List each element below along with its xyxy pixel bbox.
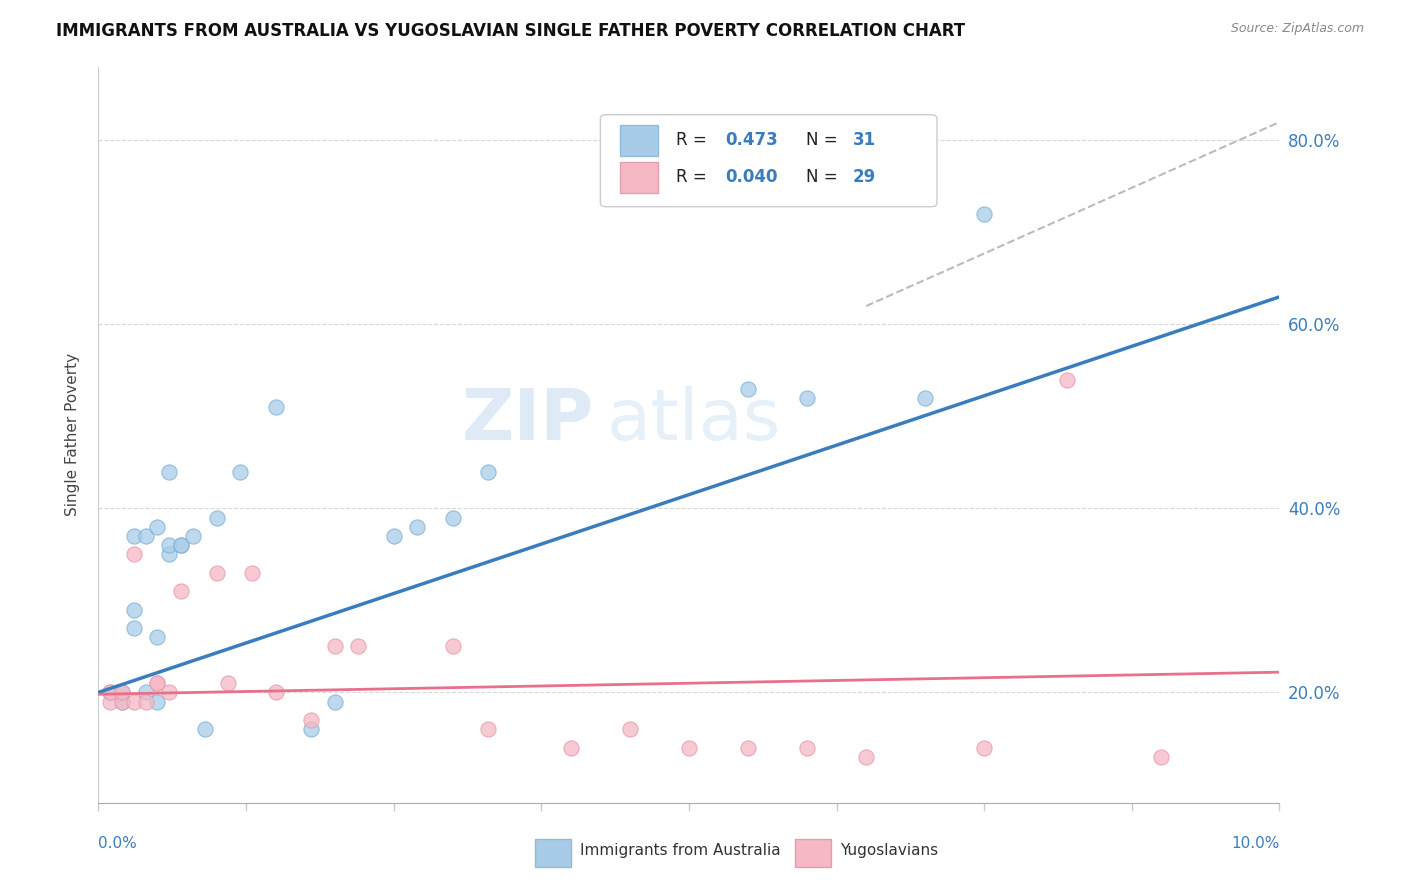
Point (441, 510, 464, 524)
Point (796, 740, 818, 755)
Point (678, 740, 700, 755)
Point (146, 695, 169, 709)
Point (229, 465, 252, 479)
Point (146, 520, 169, 534)
Text: Yugoslavians: Yugoslavians (841, 843, 938, 858)
Text: N =: N = (806, 169, 842, 186)
Text: 0.0%: 0.0% (98, 836, 138, 851)
Point (157, 548, 180, 562)
Point (323, 695, 346, 709)
FancyBboxPatch shape (536, 838, 571, 867)
Point (914, 391, 936, 405)
Point (98, 685, 121, 699)
Point (737, 382, 759, 396)
FancyBboxPatch shape (620, 161, 658, 193)
Text: IMMIGRANTS FROM AUSTRALIA VS YUGOSLAVIAN SINGLE FATHER POVERTY CORRELATION CHART: IMMIGRANTS FROM AUSTRALIA VS YUGOSLAVIAN… (56, 22, 966, 40)
Point (264, 685, 287, 699)
Text: N =: N = (806, 131, 842, 150)
Y-axis label: Single Father Poverty: Single Father Poverty (65, 353, 80, 516)
Point (477, 723, 499, 737)
Text: 0.040: 0.040 (725, 169, 778, 186)
Point (122, 621, 145, 635)
Point (111, 695, 134, 709)
Text: Immigrants from Australia: Immigrants from Australia (581, 843, 780, 858)
Text: 0.473: 0.473 (725, 131, 779, 150)
FancyBboxPatch shape (600, 115, 936, 207)
FancyBboxPatch shape (620, 125, 658, 156)
Point (170, 538, 193, 552)
Point (157, 538, 180, 552)
Point (122, 548, 145, 562)
Point (560, 740, 582, 755)
Point (382, 529, 405, 543)
Point (323, 640, 346, 654)
Point (855, 749, 877, 764)
Text: ZIP: ZIP (463, 385, 595, 455)
Point (299, 713, 322, 727)
Text: 31: 31 (853, 131, 876, 150)
Point (796, 391, 818, 405)
Point (619, 723, 641, 737)
Point (98, 685, 121, 699)
Point (347, 640, 370, 654)
Point (122, 529, 145, 543)
Point (1150, 749, 1173, 764)
Text: 29: 29 (853, 169, 876, 186)
Point (205, 510, 228, 524)
FancyBboxPatch shape (796, 838, 831, 867)
Point (111, 695, 134, 709)
Point (737, 740, 759, 755)
Text: 10.0%: 10.0% (1232, 836, 1279, 851)
Point (205, 566, 228, 580)
Point (146, 676, 169, 690)
Point (135, 685, 157, 699)
Point (146, 630, 169, 644)
Point (122, 695, 145, 709)
Point (181, 529, 204, 543)
Point (146, 676, 169, 690)
Text: R =: R = (676, 169, 711, 186)
Text: R =: R = (676, 131, 711, 150)
Point (98, 695, 121, 709)
Point (477, 465, 499, 479)
Point (135, 695, 157, 709)
Point (170, 584, 193, 599)
Point (240, 566, 263, 580)
Point (1056, 373, 1078, 387)
Text: Source: ZipAtlas.com: Source: ZipAtlas.com (1230, 22, 1364, 36)
Point (973, 740, 995, 755)
Point (973, 207, 995, 221)
Point (111, 685, 134, 699)
Point (264, 401, 287, 415)
Point (299, 723, 322, 737)
Point (217, 676, 239, 690)
Point (111, 685, 134, 699)
Point (170, 538, 193, 552)
Point (441, 640, 464, 654)
Point (135, 529, 157, 543)
Text: atlas: atlas (606, 385, 780, 455)
Point (157, 465, 180, 479)
Point (406, 520, 429, 534)
Point (157, 685, 180, 699)
Point (122, 602, 145, 616)
Point (194, 723, 217, 737)
